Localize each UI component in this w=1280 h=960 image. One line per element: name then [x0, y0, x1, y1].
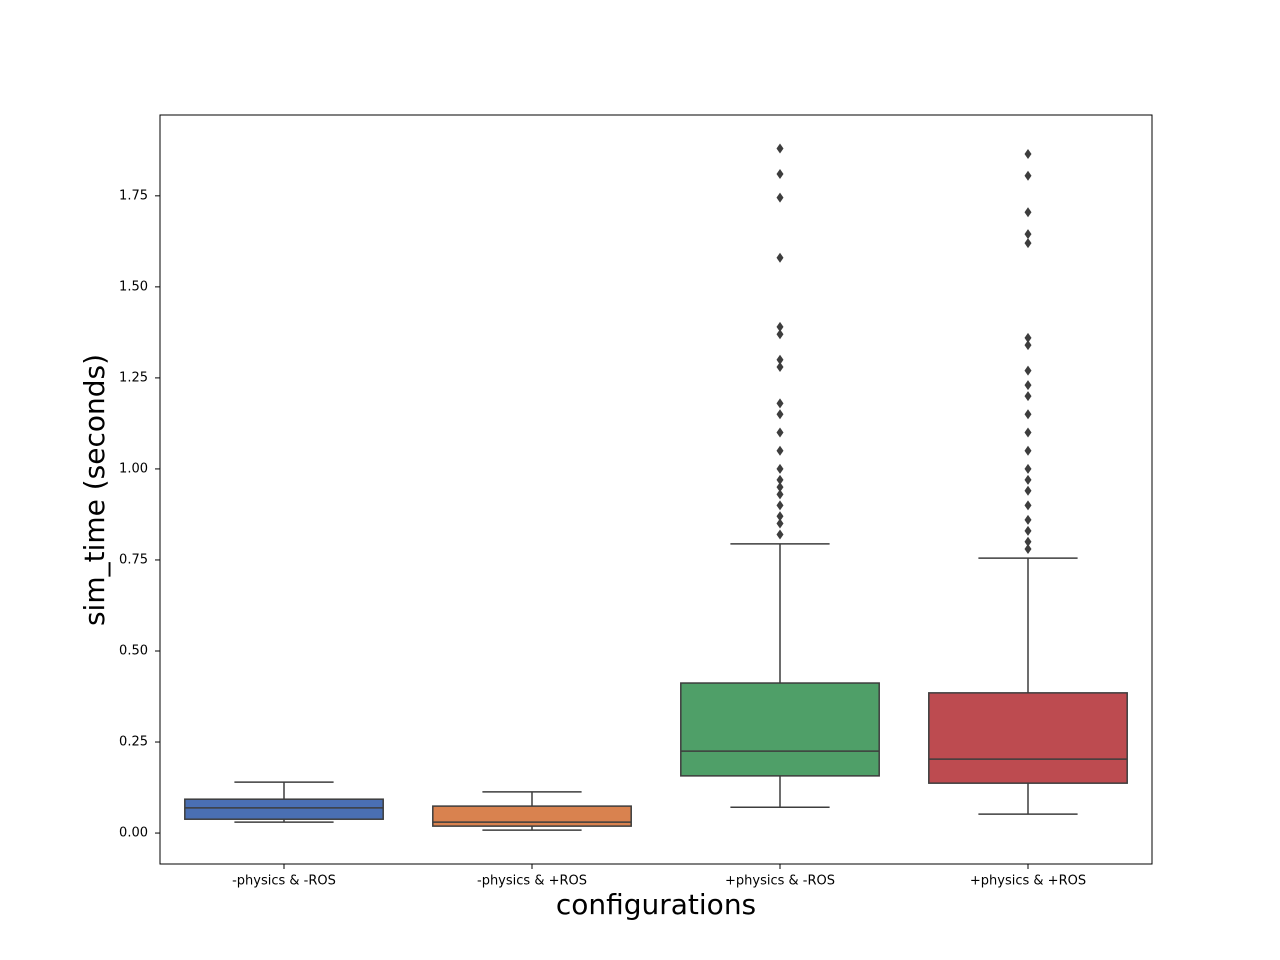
outlier: [776, 321, 784, 332]
outlier: [776, 361, 784, 372]
y-tick-label: 0.00: [119, 826, 148, 841]
outlier: [1024, 525, 1032, 536]
outlier: [776, 409, 784, 420]
outlier: [776, 500, 784, 511]
box: [928, 692, 1128, 784]
y-tick-label: 0.50: [119, 643, 148, 658]
outlier: [776, 427, 784, 438]
outlier: [1024, 536, 1032, 547]
outlier: [1024, 514, 1032, 525]
outlier: [776, 143, 784, 154]
outlier: [1024, 238, 1032, 249]
y-tick-label: 1.00: [119, 461, 148, 476]
outlier: [1024, 365, 1032, 376]
outlier: [776, 252, 784, 263]
x-tick-label: +physics & +ROS: [970, 874, 1086, 889]
outlier: [1024, 544, 1032, 555]
outlier: [1024, 380, 1032, 391]
outlier: [1024, 332, 1032, 343]
y-tick-label: 1.25: [119, 370, 148, 385]
outlier: [1024, 229, 1032, 240]
box: [184, 798, 384, 820]
outlier: [1024, 340, 1032, 351]
outlier: [1024, 474, 1032, 485]
outlier: [776, 329, 784, 340]
x-tick-label: -physics & +ROS: [477, 874, 587, 889]
outlier: [1024, 485, 1032, 496]
outlier: [1024, 391, 1032, 402]
outlier: [776, 482, 784, 493]
y-tick-label: 0.75: [119, 552, 148, 567]
outlier: [776, 489, 784, 500]
outlier: [776, 354, 784, 365]
outlier: [776, 192, 784, 203]
y-tick-label: 1.50: [119, 279, 148, 294]
plot-frame: [159, 114, 1153, 865]
outlier: [776, 529, 784, 540]
outlier: [1024, 500, 1032, 511]
y-axis-label: sim_time (seconds): [78, 354, 111, 626]
x-tick-label: +physics & -ROS: [725, 874, 835, 889]
outlier: [1024, 427, 1032, 438]
box: [432, 805, 632, 827]
x-tick-label: -physics & -ROS: [232, 874, 336, 889]
x-axis-label: configurations: [556, 888, 756, 921]
outlier: [1024, 445, 1032, 456]
y-tick-label: 0.25: [119, 735, 148, 750]
outlier: [1024, 170, 1032, 181]
outlier: [776, 474, 784, 485]
box: [680, 682, 880, 777]
outlier: [1024, 148, 1032, 159]
outlier: [1024, 463, 1032, 474]
outlier: [776, 445, 784, 456]
outlier: [1024, 207, 1032, 218]
outlier: [776, 518, 784, 529]
outlier: [776, 168, 784, 179]
y-tick-label: 1.75: [119, 188, 148, 203]
outlier: [1024, 409, 1032, 420]
outlier: [776, 511, 784, 522]
outlier: [776, 463, 784, 474]
outlier: [776, 398, 784, 409]
